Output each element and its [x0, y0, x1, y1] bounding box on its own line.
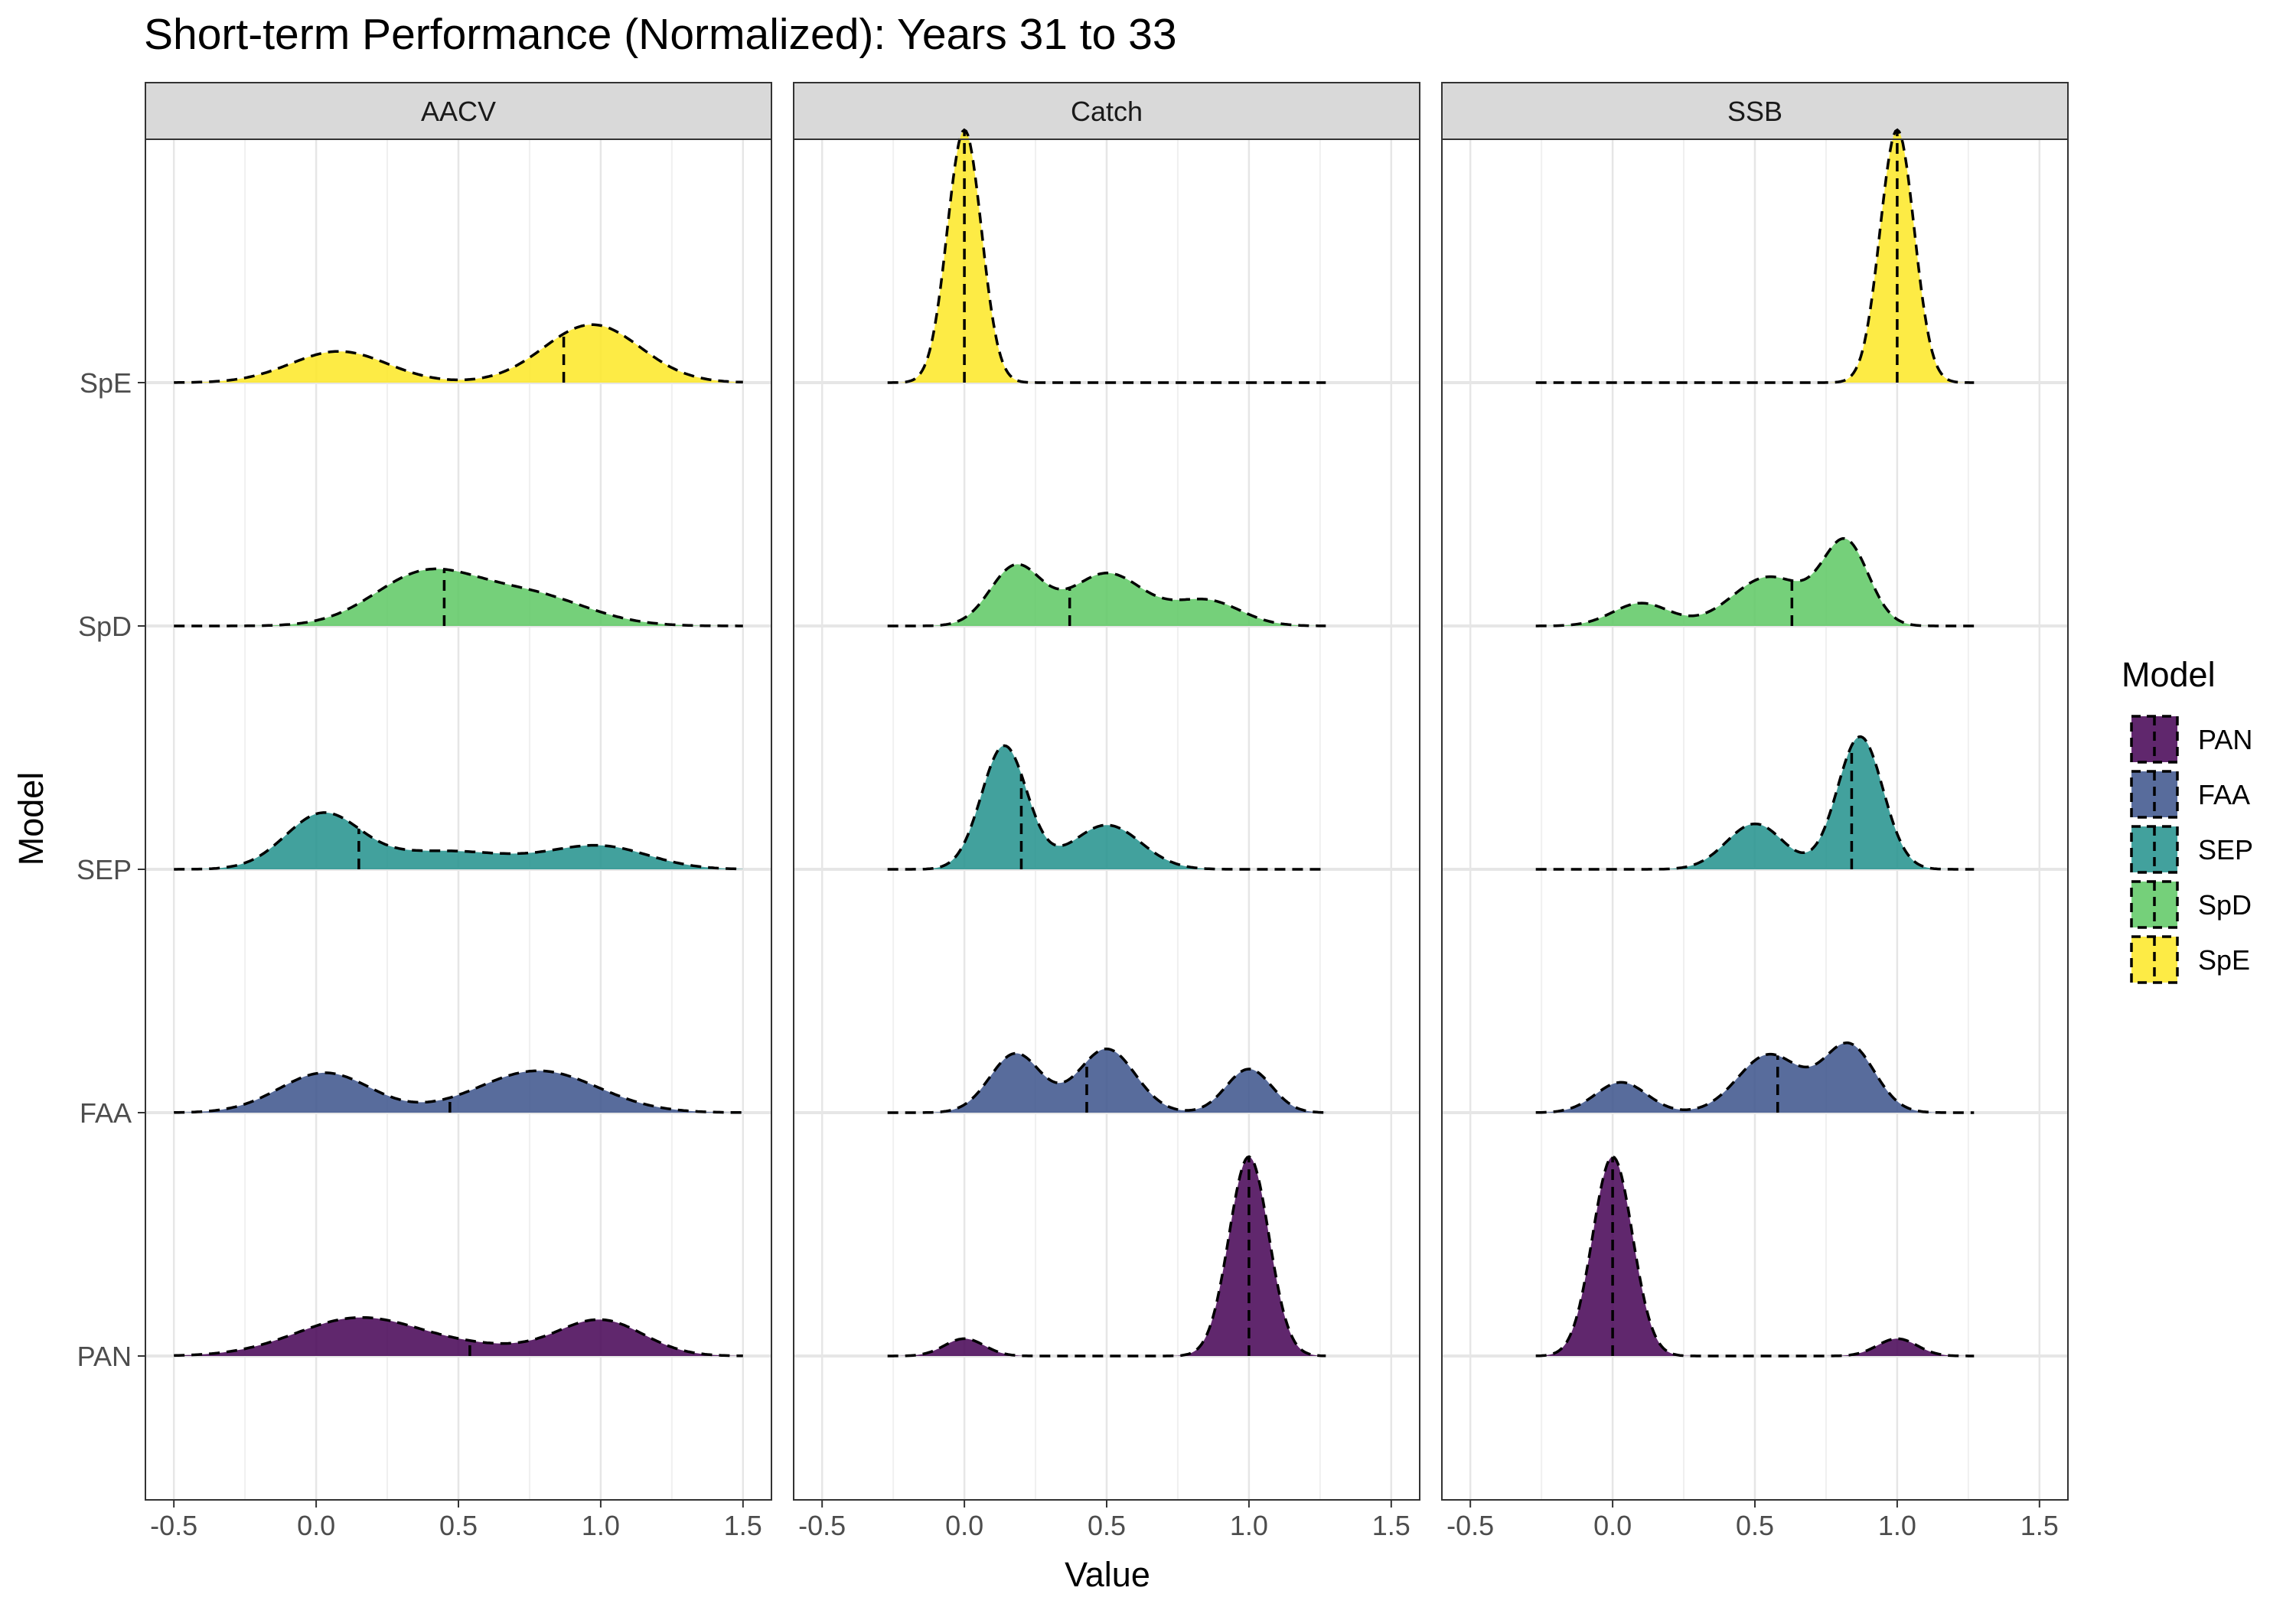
x-tick-label: 1.5: [2020, 1510, 2059, 1541]
x-tick-label: 1.0: [1230, 1510, 1268, 1541]
legend-title: Model: [2122, 655, 2216, 694]
density-area: [887, 1048, 1326, 1113]
density-area: [1535, 129, 1975, 383]
x-tick-label: 0.0: [297, 1510, 335, 1541]
ridge-aacv-spd: [174, 567, 743, 627]
density-outline: [174, 1315, 743, 1358]
density-outline: [887, 744, 1326, 871]
legend-label: SEP: [2198, 834, 2253, 865]
ridge-aacv-spe: [174, 323, 743, 384]
density-area: [887, 1156, 1326, 1356]
density-area: [174, 812, 743, 869]
x-tick-label: 1.5: [724, 1510, 762, 1541]
density-area: [887, 564, 1326, 626]
density-outline: [174, 1069, 743, 1114]
y-axis-title: Model: [11, 772, 51, 866]
x-tick-label: 0.0: [1593, 1510, 1632, 1541]
legend-item-sep: SEP: [2130, 825, 2253, 874]
density-area: [1535, 1042, 1975, 1113]
ridge-ssb-spe: [1535, 128, 1975, 384]
density-outline: [1535, 1155, 1975, 1358]
strip-label-aacv: AACV: [421, 96, 496, 127]
y-tick-label-sep: SEP: [77, 854, 132, 885]
density-outline: [174, 811, 743, 871]
ridge-aacv-faa: [174, 1069, 743, 1114]
density-outline: [174, 323, 743, 384]
x-tick-label: -0.5: [798, 1510, 846, 1541]
panel-catch: Catch -0.5 0.0 0.5 1.0 1.5: [793, 82, 1420, 1541]
legend-item-faa: FAA: [2130, 770, 2250, 819]
density-outline: [1535, 536, 1975, 627]
strip-label-ssb: SSB: [1727, 96, 1782, 127]
panel-ssb: SSB -0.5 0.0 0.5 1.0 1.5: [1441, 82, 2069, 1541]
density-outline: [1535, 128, 1975, 384]
x-tick-label: 0.0: [945, 1510, 983, 1541]
strip-aacv: [145, 82, 772, 140]
y-tick-label-pan: PAN: [77, 1341, 132, 1372]
y-tick-label-spd: SpD: [78, 611, 132, 642]
density-area: [1535, 1156, 1975, 1356]
legend-item-pan: PAN: [2130, 715, 2252, 764]
density-area: [174, 1071, 743, 1113]
density-outline: [887, 128, 1326, 384]
x-axis-title: Value: [1065, 1555, 1150, 1594]
density-outline: [174, 567, 743, 627]
ridge-catch-spe: [887, 128, 1326, 384]
ridge-catch-spd: [887, 562, 1326, 627]
density-area: [1535, 736, 1975, 869]
ridge-ssb-sep: [1535, 735, 1975, 871]
legend-item-spe: SpE: [2130, 935, 2250, 984]
legend-label: PAN: [2198, 724, 2252, 755]
ridge-ssb-pan: [1535, 1155, 1975, 1358]
density-outline: [887, 562, 1326, 627]
x-tick-label: 1.0: [1878, 1510, 1916, 1541]
facet-panels: AACV -0.5 0.0 0.5 1.0 1.5 Catch -0.5 0.0 0.5 1.0 1.…: [145, 82, 2069, 1541]
x-tick-label: 0.5: [1088, 1510, 1126, 1541]
ridge-catch-sep: [887, 744, 1326, 871]
density-area: [887, 745, 1326, 869]
density-outline: [887, 1155, 1326, 1358]
x-tick-label: -0.5: [150, 1510, 197, 1541]
density-outline: [1535, 1041, 1975, 1114]
density-area: [174, 569, 743, 626]
y-axis: PAN FAA SEP SpD SpE: [77, 367, 145, 1372]
y-tick-label-spe: SpE: [80, 367, 132, 399]
strip-catch: [793, 82, 1420, 140]
legend-item-spd: SpD: [2130, 880, 2252, 929]
legend-label: SpE: [2198, 944, 2250, 976]
legend-label: SpD: [2198, 889, 2252, 921]
ridge-aacv-pan: [174, 1315, 743, 1358]
density-area: [887, 129, 1326, 383]
ridge-catch-faa: [887, 1047, 1326, 1114]
x-tick-label: 0.5: [439, 1510, 478, 1541]
density-outline: [887, 1047, 1326, 1114]
density-area: [174, 324, 743, 383]
ridge-ssb-faa: [1535, 1041, 1975, 1114]
strip-label-catch: Catch: [1071, 96, 1143, 127]
ridge-catch-pan: [887, 1155, 1326, 1358]
density-outline: [1535, 735, 1975, 871]
legend: Model PAN FAA SEP SpD SpE: [2122, 655, 2253, 984]
x-tick-label: 1.5: [1372, 1510, 1411, 1541]
y-tick-label-faa: FAA: [80, 1097, 132, 1129]
ridge-ssb-spd: [1535, 536, 1975, 627]
legend-label: FAA: [2198, 779, 2250, 810]
panel-aacv: AACV -0.5 0.0 0.5 1.0 1.5: [145, 82, 772, 1541]
chart-title: Short-term Performance (Normalized): Yea…: [144, 10, 1177, 59]
x-tick-label: -0.5: [1446, 1510, 1494, 1541]
x-tick-label: 0.5: [1736, 1510, 1774, 1541]
ridge-aacv-sep: [174, 811, 743, 871]
x-tick-label: 1.0: [582, 1510, 620, 1541]
